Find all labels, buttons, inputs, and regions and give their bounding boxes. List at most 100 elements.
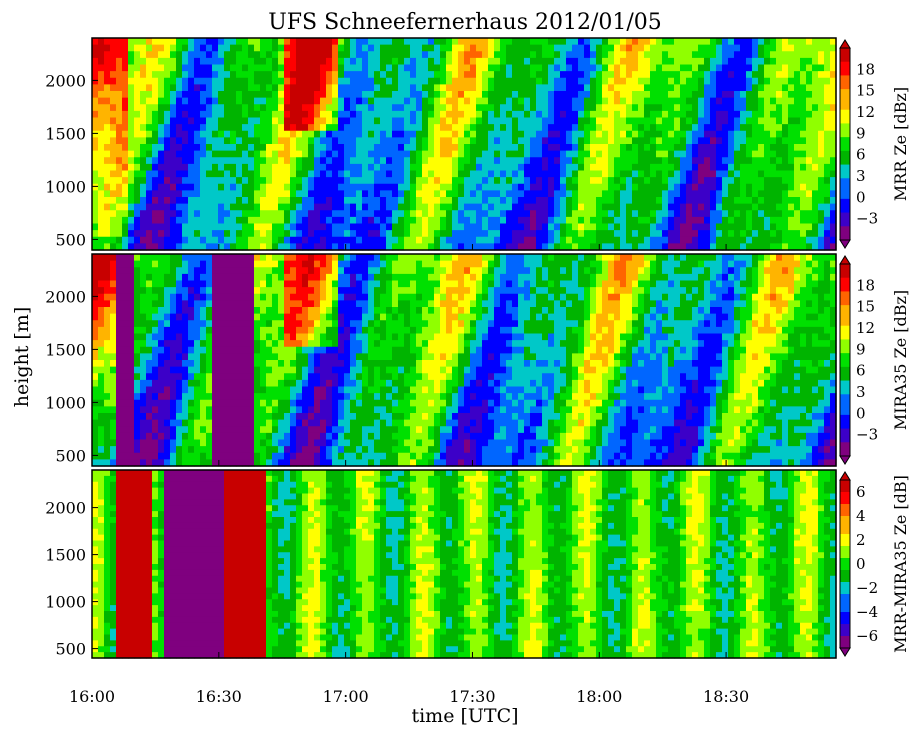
- heatmap-cell: [344, 184, 351, 191]
- heatmap-cell: [698, 184, 705, 191]
- heatmap-cell: [572, 197, 579, 204]
- heatmap-cell: [140, 433, 147, 440]
- heatmap-cell: [206, 237, 213, 244]
- heatmap-cell: [170, 144, 177, 151]
- heatmap-cell: [518, 177, 525, 184]
- heatmap-cell: [260, 393, 267, 400]
- heatmap-cell: [248, 84, 255, 91]
- heatmap-cell: [140, 267, 147, 274]
- heatmap-cell: [152, 237, 159, 244]
- heatmap-cell: [374, 104, 381, 111]
- heatmap-cell: [200, 433, 207, 440]
- heatmap-cell: [188, 281, 195, 288]
- heatmap-cell: [182, 84, 189, 91]
- heatmap-cell: [428, 111, 435, 118]
- heatmap-cell: [818, 71, 825, 78]
- heatmap-cell: [188, 320, 195, 327]
- heatmap-cell: [572, 91, 579, 98]
- heatmap-cell: [446, 144, 453, 151]
- heatmap-cell: [548, 118, 555, 125]
- heatmap-cell: [128, 91, 135, 98]
- heatmap-cell: [338, 91, 345, 98]
- heatmap-cell: [560, 224, 567, 231]
- heatmap-cell: [224, 171, 231, 178]
- heatmap-cell: [158, 144, 165, 151]
- heatmap-cell: [566, 137, 573, 144]
- heatmap-cell: [200, 274, 207, 281]
- heatmap-cell: [350, 137, 357, 144]
- heatmap-cell: [128, 151, 135, 158]
- heatmap-cell: [668, 197, 675, 204]
- heatmap-cell: [176, 307, 183, 314]
- heatmap-cell: [482, 71, 489, 78]
- heatmap-cell: [722, 171, 729, 178]
- heatmap-cell: [98, 287, 105, 294]
- heatmap-cell: [212, 45, 219, 52]
- heatmap-cell: [506, 217, 513, 224]
- heatmap-cell: [716, 190, 723, 197]
- heatmap-cell: [182, 426, 189, 433]
- heatmap-cell: [572, 204, 579, 211]
- heatmap-cell: [140, 190, 147, 197]
- colorbar-tick-label: 12: [856, 103, 875, 121]
- heatmap-cell: [650, 217, 657, 224]
- heatmap-cell: [710, 84, 717, 91]
- heatmap-cell: [626, 78, 633, 85]
- heatmap-cell: [464, 224, 471, 231]
- heatmap-cell: [356, 58, 363, 65]
- heatmap-cell: [128, 406, 135, 413]
- heatmap-cell: [476, 224, 483, 231]
- heatmap-cell: [434, 190, 441, 197]
- heatmap-cell: [620, 118, 627, 125]
- heatmap-cell: [806, 190, 813, 197]
- heatmap-cell: [122, 58, 129, 65]
- heatmap-cell: [602, 164, 609, 171]
- heatmap-cell: [518, 71, 525, 78]
- heatmap-cell: [278, 51, 285, 58]
- heatmap-cell: [308, 118, 315, 125]
- heatmap-cell: [626, 144, 633, 151]
- heatmap-cell: [224, 340, 231, 347]
- heatmap-cell: [782, 177, 789, 184]
- heatmap-cell: [800, 78, 807, 85]
- heatmap-cell: [464, 51, 471, 58]
- heatmap-cell: [392, 137, 399, 144]
- heatmap-cell: [338, 118, 345, 125]
- heatmap-cell: [776, 98, 783, 105]
- heatmap-cell: [710, 137, 717, 144]
- heatmap-cell: [314, 91, 321, 98]
- heatmap-cell: [614, 144, 621, 151]
- heatmap-cell: [98, 294, 105, 301]
- heatmap-cell: [542, 98, 549, 105]
- heatmap-cell: [782, 224, 789, 231]
- heatmap-cell: [98, 373, 105, 380]
- heatmap-cell: [134, 237, 141, 244]
- heatmap-cell: [464, 91, 471, 98]
- heatmap-cell: [566, 197, 573, 204]
- heatmap-cell: [380, 65, 387, 72]
- heatmap-cell: [632, 237, 639, 244]
- heatmap-cell: [518, 111, 525, 118]
- heatmap-cell: [602, 204, 609, 211]
- heatmap-cell: [320, 190, 327, 197]
- heatmap-cell: [812, 151, 819, 158]
- heatmap-cell: [146, 177, 153, 184]
- heatmap-cell: [272, 137, 279, 144]
- heatmap-cell: [614, 51, 621, 58]
- heatmap-cell: [242, 274, 249, 281]
- heatmap-cell: [218, 446, 225, 453]
- heatmap-cell: [98, 118, 105, 125]
- heatmap-cell: [512, 58, 519, 65]
- heatmap-cell: [368, 38, 375, 45]
- heatmap-cell: [242, 58, 249, 65]
- heatmap-cell: [638, 84, 645, 91]
- heatmap-cell: [296, 164, 303, 171]
- heatmap-cell: [104, 446, 111, 453]
- heatmap-cell: [704, 58, 711, 65]
- heatmap-cell: [614, 184, 621, 191]
- heatmap-cell: [242, 433, 249, 440]
- heatmap-cell: [386, 157, 393, 164]
- heatmap-cell: [242, 118, 249, 125]
- heatmap-cell: [782, 91, 789, 98]
- heatmap-cell: [176, 65, 183, 72]
